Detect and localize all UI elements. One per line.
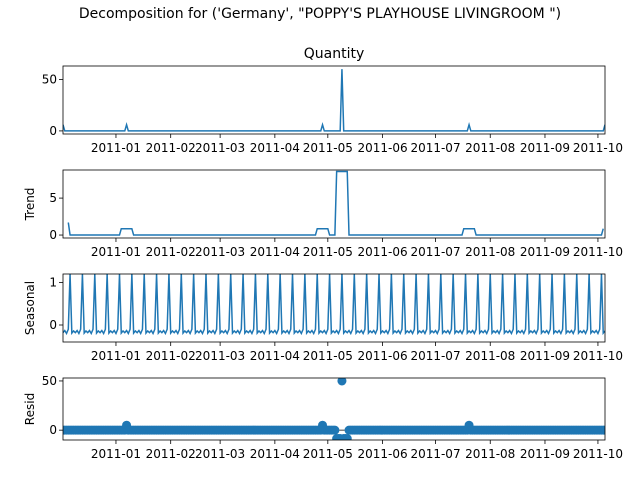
x-tick-label: 2011-02	[146, 245, 196, 259]
x-tick-label: 2011-01	[91, 349, 141, 363]
x-tick-label: 2011-07	[410, 141, 460, 155]
series-line	[67, 170, 604, 236]
x-tick-label: 2011-02	[146, 349, 196, 363]
x-tick-label: 2011-05	[303, 447, 353, 461]
x-tick-label: 2011-04	[250, 447, 300, 461]
series-line	[63, 69, 605, 132]
y-tick-label: 5	[49, 191, 57, 205]
x-tick-label: 2011-10	[573, 245, 623, 259]
x-tick-label: 2011-06	[357, 447, 407, 461]
x-tick-label: 2011-04	[250, 349, 300, 363]
axes-frame	[62, 169, 606, 239]
x-tick-label: 2011-01	[91, 447, 141, 461]
y-axis-label: Resid	[23, 393, 37, 425]
x-tick-label: 2011-02	[146, 141, 196, 155]
y-tick-label: 0	[49, 228, 57, 242]
y-axis-label: Seasonal	[23, 281, 37, 335]
x-tick-label: 2011-05	[303, 141, 353, 155]
x-tick-label: 2011-05	[303, 349, 353, 363]
x-tick-label: 2011-10	[573, 447, 623, 461]
data-layer	[67, 170, 604, 236]
data-layer	[63, 274, 605, 336]
y-tick-label: 50	[42, 374, 57, 388]
x-tick-label: 2011-06	[357, 349, 407, 363]
x-tick-label: 2011-10	[573, 349, 623, 363]
resid-point	[600, 425, 605, 435]
x-tick-label: 2011-01	[91, 245, 141, 259]
x-tick-label: 2011-08	[465, 245, 515, 259]
x-tick-label: 2011-09	[520, 141, 570, 155]
axes-frame	[62, 377, 606, 441]
x-tick-label: 2011-09	[520, 447, 570, 461]
x-tick-label: 2011-05	[303, 245, 353, 259]
resid-point	[342, 434, 352, 440]
x-tick-label: 2011-03	[195, 349, 245, 363]
x-tick-label: 2011-03	[195, 447, 245, 461]
x-tick-label: 2011-09	[520, 245, 570, 259]
x-tick-label: 2011-01	[91, 141, 141, 155]
x-tick-label: 2011-06	[357, 141, 407, 155]
x-tick-label: 2011-08	[465, 141, 515, 155]
figure-suptitle: Decomposition for ('Germany', "POPPY'S P…	[78, 6, 562, 22]
x-tick-label: 2011-07	[410, 245, 460, 259]
y-tick-label: 0	[49, 124, 57, 138]
x-tick-label: 2011-04	[250, 141, 300, 155]
x-tick-label: 2011-02	[146, 447, 196, 461]
y-tick-label: 0	[49, 423, 57, 437]
y-tick-label: 1	[49, 276, 57, 290]
resid-point	[330, 425, 340, 435]
x-tick-label: 2011-10	[573, 141, 623, 155]
x-tick-label: 2011-03	[195, 245, 245, 259]
x-tick-label: 2011-06	[357, 245, 407, 259]
axes-frame	[62, 273, 606, 343]
y-tick-label: 50	[42, 72, 57, 86]
data-layer	[63, 378, 605, 440]
axes-frame	[62, 65, 606, 135]
x-tick-label: 2011-07	[410, 447, 460, 461]
y-tick-label: 0	[49, 318, 57, 332]
x-tick-label: 2011-03	[195, 141, 245, 155]
data-layer	[63, 69, 605, 132]
x-tick-label: 2011-09	[520, 349, 570, 363]
seasonal-line	[63, 274, 605, 336]
x-tick-label: 2011-08	[465, 349, 515, 363]
x-tick-label: 2011-04	[250, 245, 300, 259]
x-tick-label: 2011-07	[410, 349, 460, 363]
y-axis-label: Trend	[23, 188, 37, 222]
panel-title: Quantity	[304, 46, 365, 62]
resid-point	[337, 378, 347, 386]
x-tick-label: 2011-08	[465, 447, 515, 461]
